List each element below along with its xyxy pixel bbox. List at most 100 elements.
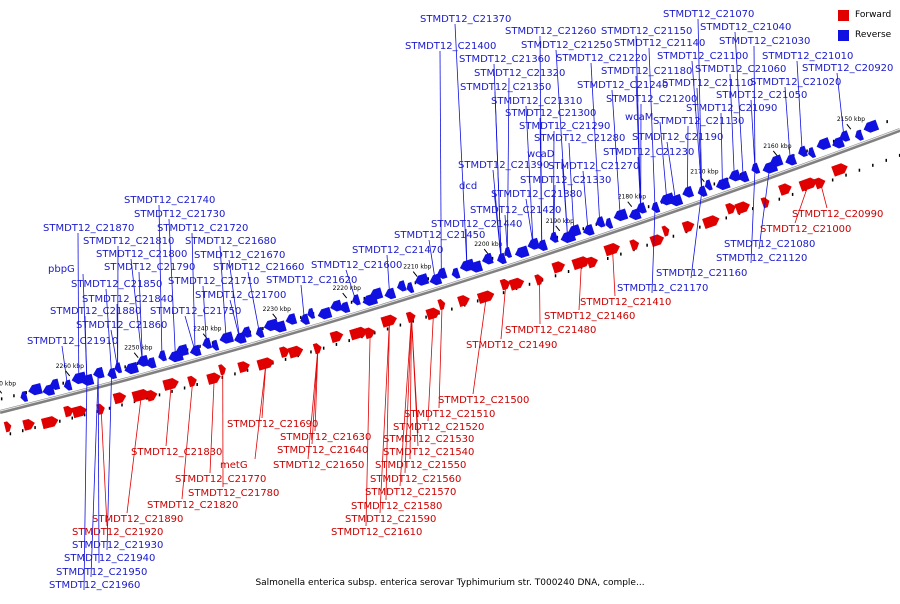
reverse-gene-arrow	[317, 307, 332, 320]
forward-gene-arrow	[682, 219, 696, 232]
reverse-gene-label: STMDT12_C21200	[606, 94, 697, 105]
reverse-gene-label: STMDT12_C21270	[548, 161, 639, 172]
legend-forward-label: Forward	[855, 10, 891, 20]
forward-gene-label: STMDT12_C21820	[147, 500, 238, 511]
reverse-gene-label: STMDT12_C21860	[76, 320, 167, 331]
minor-tick	[583, 227, 585, 230]
minor-tick	[503, 291, 505, 294]
reverse-gene-label: dcd	[459, 181, 477, 192]
reverse-gene-label: STMDT12_C21400	[405, 41, 496, 52]
ruler-label: 2200 kbp	[474, 241, 502, 248]
reverse-gene-label: STMDT12_C21840	[82, 294, 173, 305]
forward-gene-leader	[820, 183, 827, 208]
minor-tick	[859, 169, 861, 172]
reverse-gene-arrow	[450, 268, 460, 280]
sequence-caption: Salmonella enterica subsp. enterica sero…	[0, 578, 900, 588]
minor-tick	[529, 283, 531, 286]
reverse-gene-label: STMDT12_C21230	[603, 147, 694, 158]
minor-tick	[300, 316, 302, 319]
reverse-gene-label: wcaM	[625, 112, 653, 123]
ruler-tick	[273, 314, 277, 319]
reverse-gene-arrow	[807, 147, 816, 158]
forward-gene-label: STMDT12_C21830	[131, 447, 222, 458]
forward-gene-arrow	[725, 202, 737, 214]
forward-gene-arrow	[238, 360, 251, 373]
reverse-gene-label: STMDT12_C21220	[556, 53, 647, 64]
minor-tick	[348, 339, 350, 342]
reverse-gene-label: STMDT12_C21350	[460, 82, 551, 93]
reverse-gene-label: STMDT12_C21190	[632, 132, 723, 143]
reverse-gene-arrow	[285, 313, 297, 325]
ruler-label: 2250 kbp	[124, 345, 152, 352]
forward-gene-arrow	[552, 260, 567, 273]
minor-tick	[22, 429, 24, 432]
forward-gene-label: STMDT12_C21460	[544, 311, 635, 322]
reverse-gene-label: STMDT12_C21880	[50, 306, 141, 317]
reverse-gene-label: STMDT12_C21120	[716, 253, 807, 264]
ruler-tick	[484, 249, 488, 254]
reverse-gene-label: STMDT12_C21130	[653, 116, 744, 127]
reverse-gene-label: STMDT12_C21680	[185, 236, 276, 247]
forward-gene-arrow	[587, 255, 600, 268]
minor-tick	[323, 347, 325, 350]
reverse-gene-label: STMDT12_C21700	[195, 290, 286, 301]
reverse-gene-label: STMDT12_C21390	[458, 160, 549, 171]
forward-gene-arrow	[72, 405, 88, 418]
minor-tick	[121, 403, 123, 406]
reverse-gene-label: STMDT12_C21310	[491, 96, 582, 107]
forward-gene-arrow	[735, 200, 752, 214]
reverse-gene-label: STMDT12_C21060	[695, 64, 786, 75]
forward-gene-arrow	[650, 233, 666, 247]
minor-tick	[714, 182, 716, 185]
forward-gene-label: STMDT12_C21500	[438, 395, 529, 406]
forward-gene-label: STMDT12_C21570	[365, 487, 456, 498]
minor-tick	[13, 394, 15, 397]
forward-gene-arrow	[630, 238, 641, 250]
reverse-gene-label: STMDT12_C21790	[104, 262, 195, 273]
reverse-gene-label: STMDT12_C21810	[83, 236, 174, 247]
reverse-gene-label: STMDT12_C21140	[614, 38, 705, 49]
forward-gene-label: STMDT12_C21650	[273, 460, 364, 471]
forward-gene-label: STMDT12_C21610	[331, 527, 422, 538]
minor-tick	[34, 426, 36, 429]
reverse-gene-label: STMDT12_C21260	[505, 26, 596, 37]
reverse-gene-label: STMDT12_C21720	[157, 223, 248, 234]
minor-tick	[1, 397, 2, 400]
minor-tick	[59, 420, 61, 423]
minor-tick	[285, 358, 287, 361]
forward-gene-arrow	[23, 418, 36, 430]
minor-tick	[124, 365, 126, 368]
minor-tick	[477, 299, 479, 302]
minor-tick	[310, 350, 312, 353]
forward-gene-arrow	[330, 330, 344, 343]
reverse-gene-label: STMDT12_C21710	[168, 276, 259, 287]
reverse-gene-label: STMDT12_C21070	[663, 9, 754, 20]
reverse-gene-label: STMDT12_C21020	[750, 77, 841, 88]
reverse-gene-label: STMDT12_C21090	[686, 103, 777, 114]
forward-gene-label: STMDT12_C21890	[92, 514, 183, 525]
minor-tick	[699, 226, 701, 229]
reverse-gene-label: STMDT12_C21870	[43, 223, 134, 234]
ruler-tick	[343, 293, 347, 298]
minor-tick	[425, 316, 427, 319]
reverse-gene-label: STMDT12_C21040	[700, 22, 791, 33]
forward-gene-arrow	[288, 345, 304, 359]
ruler-tick	[203, 334, 207, 339]
ruler-tick	[0, 388, 2, 393]
forward-gene-leader	[101, 409, 107, 526]
minor-tick	[62, 382, 64, 385]
forward-gene-arrow	[662, 225, 671, 236]
forward-gene-label: STMDT12_C21510	[404, 409, 495, 420]
forward-gene-arrow	[778, 182, 793, 195]
forward-gene-label: STMDT12_C21000	[760, 224, 851, 235]
minor-tick	[886, 120, 888, 123]
forward-gene-label: STMDT12_C21780	[188, 488, 279, 499]
reverse-gene-label: wcaD	[527, 149, 555, 160]
reverse-gene-label: STMDT12_C21730	[134, 209, 225, 220]
reverse-gene-label: STMDT12_C21100	[657, 51, 748, 62]
minor-tick	[555, 274, 557, 277]
reverse-gene-label: STMDT12_C21950	[56, 567, 147, 578]
forward-gene-arrow	[146, 389, 158, 401]
